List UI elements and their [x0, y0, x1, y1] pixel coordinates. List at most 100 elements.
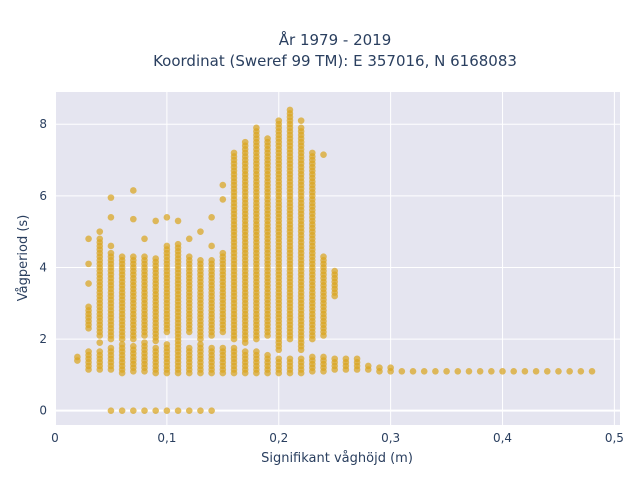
scatter-point	[219, 344, 227, 352]
scatter-point	[577, 367, 585, 375]
scatter-point	[454, 367, 462, 375]
scatter-point	[130, 215, 137, 223]
chart-title-line-1: År 1979 - 2019	[279, 30, 392, 49]
scatter-point	[197, 256, 204, 264]
x-tick-label: 0,2	[269, 431, 288, 445]
scatter-point	[85, 348, 92, 355]
scatter-point	[107, 249, 115, 257]
scatter-point	[443, 367, 450, 375]
scatter-point	[275, 117, 283, 124]
scatter-point	[85, 303, 92, 311]
x-tick-label: 0,1	[157, 431, 176, 445]
scatter-point	[130, 253, 137, 261]
scatter-point	[208, 214, 215, 221]
scatter-point	[275, 355, 283, 363]
scatter-point	[130, 187, 137, 194]
x-tick-label: 0,5	[605, 431, 624, 445]
scatter-point	[185, 253, 193, 261]
y-tick-label: 8	[39, 117, 47, 131]
scatter-point	[208, 407, 215, 414]
scatter-point	[543, 367, 551, 375]
scatter-point	[96, 348, 104, 355]
scatter-point	[141, 339, 148, 346]
scatter-point	[141, 407, 148, 414]
scatter-point	[96, 339, 104, 346]
scatter-point	[387, 364, 394, 372]
scatter-point	[264, 135, 271, 142]
scatter-point	[420, 367, 428, 375]
scatter-point	[219, 181, 227, 189]
scatter-point	[152, 344, 159, 352]
scatter-point	[74, 353, 81, 361]
scatter-point	[320, 151, 327, 158]
scatter-point	[253, 348, 260, 355]
x-tick-label: 0,4	[493, 431, 512, 445]
scatter-point	[230, 344, 238, 352]
scatter-point	[163, 242, 171, 250]
scatter-point	[107, 214, 115, 221]
scatter-point	[264, 351, 271, 359]
scatter-point	[320, 353, 327, 361]
x-tick-label: 0,3	[381, 431, 400, 445]
scatter-point	[566, 367, 573, 375]
scatter-point	[432, 367, 439, 375]
scatter-point	[465, 367, 473, 375]
scatter-point	[588, 367, 596, 375]
scatter-point	[286, 355, 294, 363]
scatter-point	[163, 214, 171, 221]
scatter-point	[555, 367, 562, 375]
scatter-point	[130, 407, 137, 414]
scatter-point	[163, 341, 171, 348]
scatter-point	[309, 149, 316, 157]
scatter-point	[219, 196, 227, 203]
scatter-point	[488, 367, 495, 375]
scatter-point	[241, 138, 249, 146]
scatter-point	[510, 367, 518, 375]
y-tick-label: 0	[39, 404, 47, 418]
scatter-point	[376, 364, 383, 372]
scatter-point	[197, 407, 204, 414]
scatter-point	[353, 355, 361, 363]
scatter-point	[331, 355, 339, 363]
chart-title-line-2: Koordinat (Sweref 99 TM): E 357016, N 61…	[153, 52, 517, 70]
scatter-point	[185, 235, 193, 243]
x-axis-ticks: 0 0,1 0,2 0,3 0,4 0,5	[51, 431, 624, 445]
scatter-point	[152, 217, 159, 225]
scatter-point	[499, 367, 506, 375]
scatter-point	[398, 367, 406, 375]
scatter-point	[163, 407, 171, 414]
scatter-point	[219, 249, 227, 257]
scatter-point	[185, 344, 193, 352]
scatter-point	[152, 255, 159, 262]
data-points	[74, 106, 596, 414]
scatter-point	[197, 341, 204, 348]
y-axis-title: Vågperiod (s)	[16, 215, 31, 302]
plot-area	[55, 92, 620, 425]
scatter-point	[208, 256, 215, 264]
scatter-point	[297, 117, 305, 124]
scatter-point	[107, 344, 115, 352]
scatter-point	[107, 194, 115, 201]
scatter-point	[297, 124, 305, 132]
x-tick-label: 0	[51, 431, 59, 445]
scatter-point	[521, 367, 529, 375]
scatter-point	[208, 344, 215, 352]
scatter-point	[331, 267, 339, 275]
scatter-point	[107, 407, 115, 414]
scatter-point	[208, 242, 215, 250]
scatter-point	[532, 367, 540, 375]
scatter-point	[118, 341, 126, 348]
scatter-point	[174, 240, 182, 248]
scatter-point	[141, 253, 148, 261]
scatter-point	[152, 407, 159, 414]
scatter-point	[174, 217, 182, 225]
scatter-point	[118, 407, 126, 414]
scatter-point	[253, 124, 260, 132]
y-axis-ticks: 0 2 4 6 8	[39, 117, 47, 417]
scatter-point	[96, 235, 104, 243]
scatter-point	[320, 253, 327, 261]
scatter-point	[85, 260, 92, 268]
y-tick-label: 4	[39, 260, 47, 274]
y-tick-label: 2	[39, 332, 47, 346]
scatter-point	[409, 367, 417, 375]
